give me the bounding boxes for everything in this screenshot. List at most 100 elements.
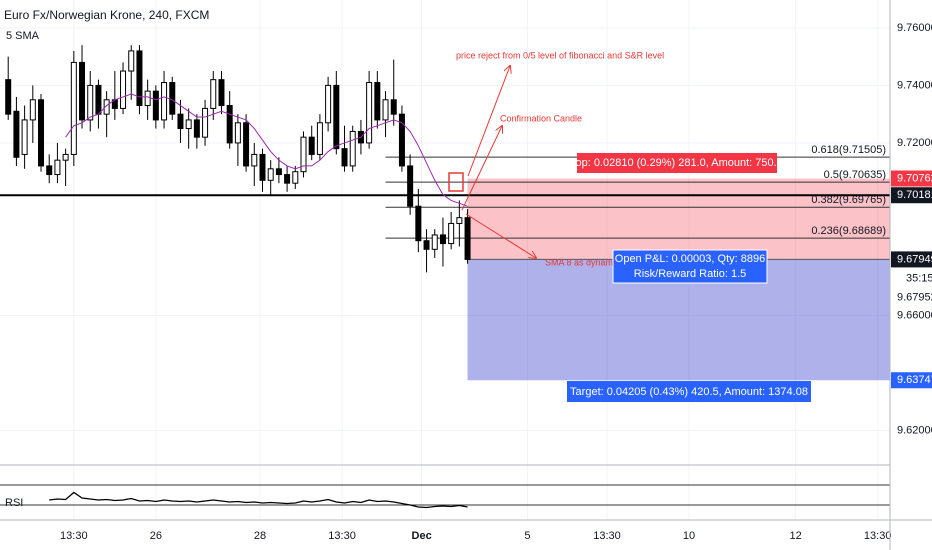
x-tick-label: 12 xyxy=(790,530,802,542)
candle-body xyxy=(267,168,274,181)
candle-body xyxy=(79,61,86,121)
candle-body xyxy=(144,90,151,107)
stop-label: Stop: 0.02810 (0.29%) 281.0, Amount: 750… xyxy=(565,157,789,169)
candle-body xyxy=(161,82,168,121)
fib-label: 0.382(9.69765) xyxy=(811,194,886,206)
candle-body xyxy=(407,165,414,207)
candle-body xyxy=(226,105,233,144)
candle-body xyxy=(382,99,389,121)
x-tick-label: 10 xyxy=(683,530,695,542)
candle-body xyxy=(325,84,332,124)
candle-body xyxy=(46,165,53,176)
last-price: 9.67952 xyxy=(897,291,932,303)
rsi-line xyxy=(49,491,468,509)
candle-body xyxy=(366,82,373,144)
candle-body xyxy=(349,130,356,167)
candle-body xyxy=(169,82,176,115)
candle-body xyxy=(152,90,159,121)
price-badge xyxy=(891,170,932,187)
candle-body xyxy=(308,136,315,155)
candle-body xyxy=(38,99,45,167)
target-label-box: Target: 0.04205 (0.43%) 420.5, Amount: 1… xyxy=(567,381,811,402)
candle-body xyxy=(218,79,225,107)
price-badge-label: 9.70762 xyxy=(897,172,932,184)
rr-label: Risk/Reward Ratio: 1.5 xyxy=(634,268,747,280)
pnl-label: Open P&L: 0.00003, Qty: 8896 xyxy=(615,253,765,265)
x-tick-label: 28 xyxy=(254,530,266,542)
candle-body xyxy=(29,99,36,121)
candle-body xyxy=(251,153,258,167)
x-tick-label: 13:30 xyxy=(60,530,88,542)
x-tick-label: 13:30 xyxy=(328,530,356,542)
candle-body xyxy=(259,153,266,181)
arrow xyxy=(467,66,510,177)
candle-body xyxy=(341,148,348,167)
candle-body xyxy=(415,205,422,242)
candle-body xyxy=(177,113,184,130)
candle-body xyxy=(13,110,20,158)
candle-body xyxy=(284,174,291,184)
candle-body xyxy=(243,122,250,167)
target-label: Target: 0.04205 (0.43%) 420.5, Amount: 1… xyxy=(570,386,808,398)
candle-body xyxy=(136,50,143,107)
candle-body xyxy=(439,234,446,245)
highlight-box xyxy=(448,172,464,192)
annotation: SMA 8 as dynam xyxy=(545,257,613,267)
y-tick-label: 9.66000 xyxy=(897,309,932,321)
label-bg xyxy=(612,249,768,284)
candle-body xyxy=(275,168,282,176)
x-tick-label: 13:30 xyxy=(864,530,892,542)
candle-body xyxy=(128,50,135,72)
candle-body xyxy=(431,234,438,250)
y-tick-label: 9.76000 xyxy=(897,22,932,34)
candle-body xyxy=(120,70,127,109)
sma-line xyxy=(65,93,468,207)
fib-label: 0.236(9.68689) xyxy=(811,225,886,237)
arrow xyxy=(461,126,502,211)
candle-body xyxy=(374,82,381,121)
y-tick-label: 9.74000 xyxy=(897,79,932,91)
annotation: price reject from 0/5 level of fibonacci… xyxy=(456,50,664,60)
candle-body xyxy=(456,217,463,224)
candle-body xyxy=(21,119,28,155)
fib-label: 0.618(9.71505) xyxy=(811,144,886,156)
annotation: Confirmation Candle xyxy=(500,113,582,123)
candle-body xyxy=(70,61,77,155)
candle-body xyxy=(390,99,397,115)
price-badge-label: 9.70181 xyxy=(897,189,932,201)
pnl-box: Open P&L: 0.00003, Qty: 8896 Risk/Reward … xyxy=(612,249,768,284)
price-badge-label: 9.63747 xyxy=(897,374,932,386)
x-tick-label: 26 xyxy=(150,530,162,542)
rsi-label: RSI xyxy=(5,497,23,509)
y-tick-label: 9.62000 xyxy=(897,424,932,436)
candle-body xyxy=(103,99,110,115)
candle-body xyxy=(300,136,307,173)
stop-label-box: Stop: 0.02810 (0.29%) 281.0, Amount: 750… xyxy=(565,153,789,173)
label-bg xyxy=(577,153,777,173)
candle-body xyxy=(185,119,192,130)
candle-body xyxy=(62,153,69,161)
price-badge xyxy=(891,372,932,389)
candle-body xyxy=(210,79,217,109)
stop-zone xyxy=(467,178,890,260)
x-tick-label: 13:30 xyxy=(593,530,621,542)
candle-body xyxy=(193,119,200,138)
indicator-label: 5 SMA xyxy=(6,30,40,42)
candle-body xyxy=(316,122,323,155)
candle-body xyxy=(398,113,405,167)
x-tick-label: 5 xyxy=(524,530,530,542)
candle-body xyxy=(95,84,102,115)
candle-body xyxy=(87,84,94,121)
countdown: 35:15 xyxy=(906,272,932,284)
y-tick-label: 9.72000 xyxy=(897,137,932,149)
chart-title: Euro Fx/Norwegian Krone, 240, FXCM xyxy=(4,8,209,22)
label-bg xyxy=(567,381,811,402)
candle-body xyxy=(234,122,241,144)
candle-body xyxy=(448,222,455,245)
candle-body xyxy=(202,107,209,138)
fib-label: 0.5(9.70635) xyxy=(824,169,886,181)
candle-body xyxy=(292,171,299,184)
candle-body xyxy=(464,217,471,260)
